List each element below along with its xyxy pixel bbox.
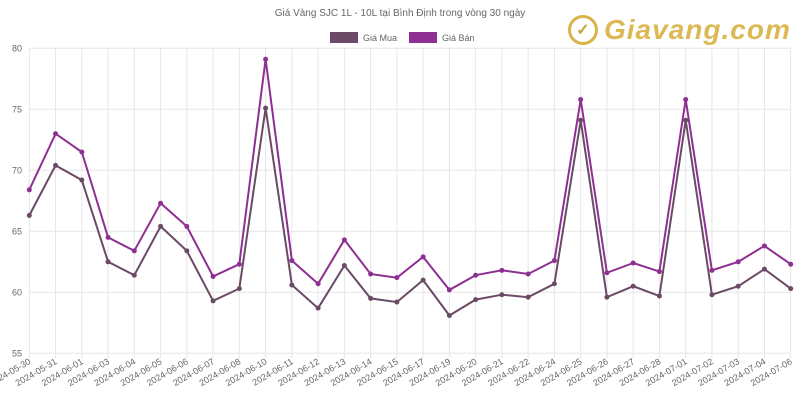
- data-point-gia-mua: [79, 177, 85, 183]
- y-tick-label: 60: [12, 287, 22, 297]
- data-point-gia-mua: [289, 282, 295, 288]
- data-point-gia-mua: [656, 293, 662, 299]
- data-point-gia-ban: [289, 258, 295, 264]
- data-point-gia-ban: [105, 234, 111, 240]
- data-point-gia-mua: [578, 117, 584, 123]
- data-point-gia-mua: [735, 283, 741, 289]
- data-point-gia-mua: [473, 297, 479, 303]
- legend-swatch-gia-mua[interactable]: [330, 32, 358, 43]
- data-point-gia-ban: [656, 269, 662, 275]
- data-point-gia-ban: [473, 272, 479, 278]
- data-point-gia-ban: [446, 287, 452, 293]
- data-point-gia-ban: [210, 273, 216, 279]
- data-point-gia-ban: [604, 270, 610, 276]
- y-tick-label: 65: [12, 226, 22, 236]
- data-point-gia-ban: [578, 97, 584, 103]
- chart-title: Giá Vàng SJC 1L - 10L tại Bình Định tron…: [274, 8, 526, 19]
- data-point-gia-mua: [53, 162, 59, 168]
- data-point-gia-ban: [158, 200, 164, 206]
- data-point-gia-mua: [236, 286, 242, 292]
- data-point-gia-ban: [131, 248, 137, 254]
- data-point-gia-ban: [499, 267, 505, 273]
- data-point-gia-ban: [394, 275, 400, 281]
- data-point-gia-mua: [158, 223, 164, 229]
- data-point-gia-ban: [709, 267, 715, 273]
- logo-text: Giavang.com: [604, 14, 791, 45]
- data-point-gia-mua: [604, 294, 610, 300]
- data-point-gia-ban: [683, 97, 689, 103]
- data-point-gia-mua: [26, 212, 32, 218]
- data-point-gia-ban: [184, 223, 190, 229]
- data-point-gia-ban: [761, 243, 767, 249]
- data-point-gia-ban: [420, 254, 426, 260]
- data-point-gia-ban: [315, 281, 321, 287]
- data-point-gia-mua: [394, 299, 400, 305]
- data-point-gia-mua: [420, 277, 426, 283]
- data-point-gia-ban: [79, 149, 85, 155]
- series-line-gia-ban: [28, 59, 792, 292]
- data-point-gia-mua: [446, 312, 452, 318]
- data-point-gia-ban: [525, 271, 531, 277]
- data-point-gia-ban: [236, 261, 242, 267]
- data-point-gia-ban: [630, 260, 636, 266]
- data-point-gia-mua: [210, 298, 216, 304]
- y-tick-label: 75: [12, 104, 22, 114]
- data-point-gia-mua: [788, 286, 794, 292]
- data-point-gia-mua: [551, 281, 557, 287]
- data-point-gia-mua: [368, 295, 374, 301]
- data-point-gia-mua: [683, 117, 689, 123]
- data-point-gia-ban: [368, 271, 374, 277]
- data-point-gia-ban: [788, 261, 794, 267]
- data-point-gia-mua: [263, 105, 269, 111]
- data-point-gia-mua: [184, 248, 190, 254]
- data-point-gia-ban: [735, 259, 741, 265]
- data-point-gia-mua: [499, 292, 505, 298]
- data-point-gia-ban: [551, 258, 557, 264]
- data-point-gia-ban: [26, 187, 32, 193]
- y-tick-label: 80: [12, 43, 22, 53]
- data-point-gia-mua: [341, 262, 347, 268]
- data-point-gia-mua: [315, 305, 321, 311]
- data-point-gia-ban: [341, 237, 347, 243]
- y-tick-label: 55: [12, 348, 22, 358]
- legend: Giá Mua Giá Bán: [330, 32, 487, 43]
- y-tick-label: 70: [12, 165, 22, 175]
- data-point-gia-ban: [263, 56, 269, 62]
- data-point-gia-mua: [525, 294, 531, 300]
- logo-check-icon: ✓: [568, 15, 598, 45]
- data-point-gia-mua: [131, 272, 137, 278]
- data-point-gia-mua: [630, 283, 636, 289]
- data-point-gia-ban: [53, 131, 59, 137]
- data-point-gia-mua: [105, 259, 111, 265]
- legend-label-gia-ban[interactable]: Giá Bán: [442, 32, 475, 43]
- giavang-logo: ✓ Giavang.com: [568, 14, 791, 46]
- legend-label-gia-mua[interactable]: Giá Mua: [363, 32, 398, 43]
- data-point-gia-mua: [709, 292, 715, 298]
- series-line-gia-mua: [28, 107, 792, 317]
- legend-swatch-gia-ban[interactable]: [409, 32, 438, 43]
- data-point-gia-mua: [761, 266, 767, 272]
